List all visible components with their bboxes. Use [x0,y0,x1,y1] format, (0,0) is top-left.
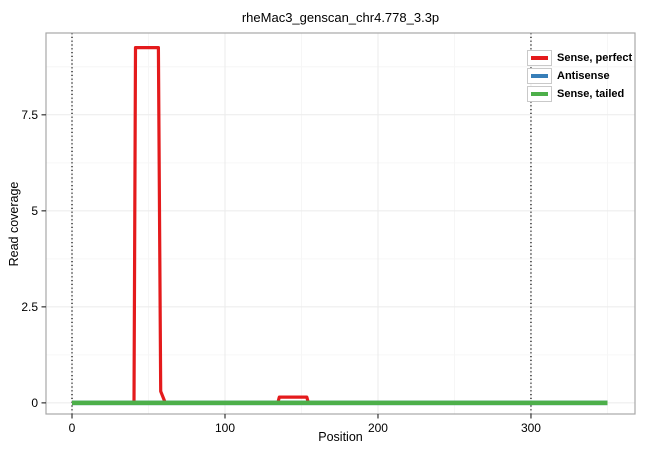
legend-entry: Sense, perfect [527,50,632,66]
panel-border [45,32,636,415]
legend-key-swatch [527,68,552,84]
x-tick-label: 200 [367,421,388,435]
x-tick-label: 300 [520,421,541,435]
legend-line-sample [531,55,548,61]
legend-key-swatch [527,50,552,66]
y-tick-label: 0 [31,395,38,410]
legend-label: Sense, perfect [557,52,633,64]
x-tick-label: 0 [68,421,76,435]
legend-line-sample [531,91,548,97]
x-tick-label: 100 [214,421,235,435]
legend-label: Antisense [557,70,610,82]
x-axis-label: Position [318,430,363,444]
legend-entry: Sense, tailed [527,86,632,102]
chart-title: rheMac3_genscan_chr4.778_3.3p [241,10,440,25]
legend: Sense, perfect Antisense Sense, tailed [527,50,632,104]
legend-line-sample [531,73,548,79]
y-tick-label: 7.5 [21,107,38,122]
y-tick-label: 2.5 [21,299,38,314]
legend-label: Sense, tailed [557,88,625,100]
legend-key-swatch [527,86,552,102]
legend-entry: Antisense [527,68,632,84]
y-tick-label: 5 [31,203,38,218]
